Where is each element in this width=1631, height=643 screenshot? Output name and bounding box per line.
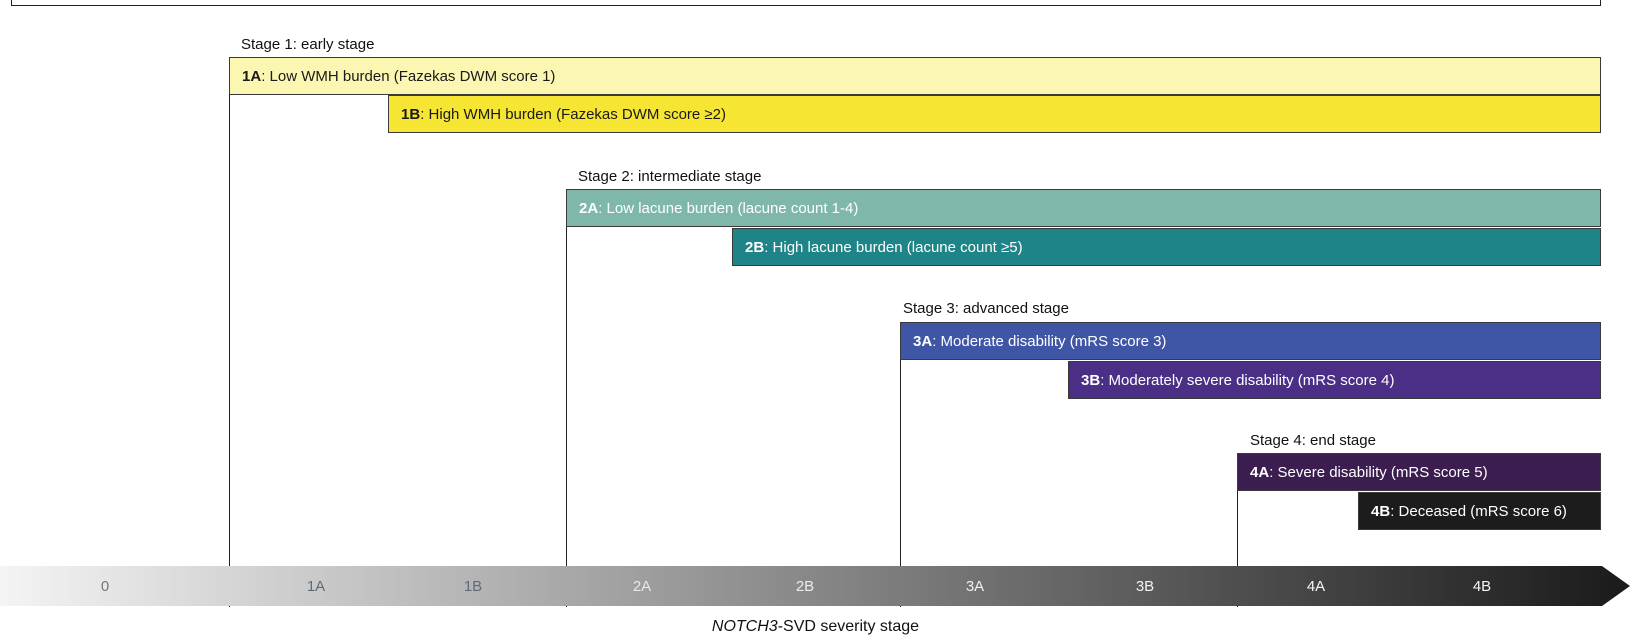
stage-1a-code: 1A [242, 67, 262, 85]
stage-1a-bar: 1A: Low WMH burden (Fazekas DWM score 1) [229, 57, 1601, 95]
axis-title: NOTCH3-SVD severity stage [0, 618, 1631, 636]
stage-2-label: Stage 2: intermediate stage [578, 168, 762, 185]
stage-2a-code: 2A [579, 199, 599, 217]
stage-4-label: Stage 4: end stage [1250, 432, 1376, 449]
stage-4a-bar: 4A: Severe disability (mRS score 5) [1237, 453, 1601, 491]
stage-1b-text: : High WMH burden (Fazekas DWM score ≥2) [420, 105, 726, 123]
stage-1b-bar: 1B: High WMH burden (Fazekas DWM score ≥… [388, 95, 1601, 133]
stage-3b-bar: 3B: Moderately severe disability (mRS sc… [1068, 361, 1601, 399]
stage-3a-text: : Moderate disability (mRS score 3) [932, 332, 1167, 350]
stage-2b-text: : High lacune burden (lacune count ≥5) [764, 238, 1023, 256]
stage-2b-code: 2B [745, 238, 765, 256]
stage-3a-bar: 3A: Moderate disability (mRS score 3) [900, 322, 1601, 360]
severity-axis-arrow [0, 566, 1630, 606]
stage-3-label: Stage 3: advanced stage [903, 300, 1069, 317]
stage-3b-code: 3B [1081, 371, 1101, 389]
axis-tick-3a: 3A [965, 577, 985, 595]
axis-tick-4a: 4A [1306, 577, 1326, 595]
axis-title-gene: NOTCH3 [711, 618, 778, 635]
axis-tick-3b: 3B [1135, 577, 1155, 595]
stage-2a-bar: 2A: Low lacune burden (lacune count 1-4) [566, 189, 1601, 227]
axis-tick-4b: 4B [1472, 577, 1492, 595]
stage-3b-text: : Moderately severe disability (mRS scor… [1100, 371, 1395, 389]
axis-title-rest: -SVD severity stage [777, 618, 920, 635]
top-frame [11, 0, 1601, 6]
stage-3a-code: 3A [913, 332, 933, 350]
stage-2a-text: : Low lacune burden (lacune count 1-4) [598, 199, 859, 217]
stage-2b-bar: 2B: High lacune burden (lacune count ≥5) [732, 228, 1601, 266]
axis-tick-1a: 1A [306, 577, 326, 595]
stage-4b-bar: 4B: Deceased (mRS score 6) [1358, 492, 1601, 530]
stage-1b-code: 1B [401, 105, 421, 123]
axis-tick-2b: 2B [795, 577, 815, 595]
stage-1-divider [229, 57, 230, 607]
axis-tick-1b: 1B [463, 577, 483, 595]
stage-4a-code: 4A [1250, 463, 1270, 481]
stage-2-divider [566, 189, 567, 607]
axis-tick-0: 0 [100, 577, 110, 595]
axis-tick-2a: 2A [632, 577, 652, 595]
stage-4a-text: : Severe disability (mRS score 5) [1269, 463, 1488, 481]
stage-4b-text: : Deceased (mRS score 6) [1390, 502, 1567, 520]
stage-1a-text: : Low WMH burden (Fazekas DWM score 1) [261, 67, 556, 85]
stage-4b-code: 4B [1371, 502, 1391, 520]
stage-1-label: Stage 1: early stage [241, 36, 375, 53]
stage-3-divider [900, 322, 901, 607]
stage-4-divider [1237, 453, 1238, 607]
